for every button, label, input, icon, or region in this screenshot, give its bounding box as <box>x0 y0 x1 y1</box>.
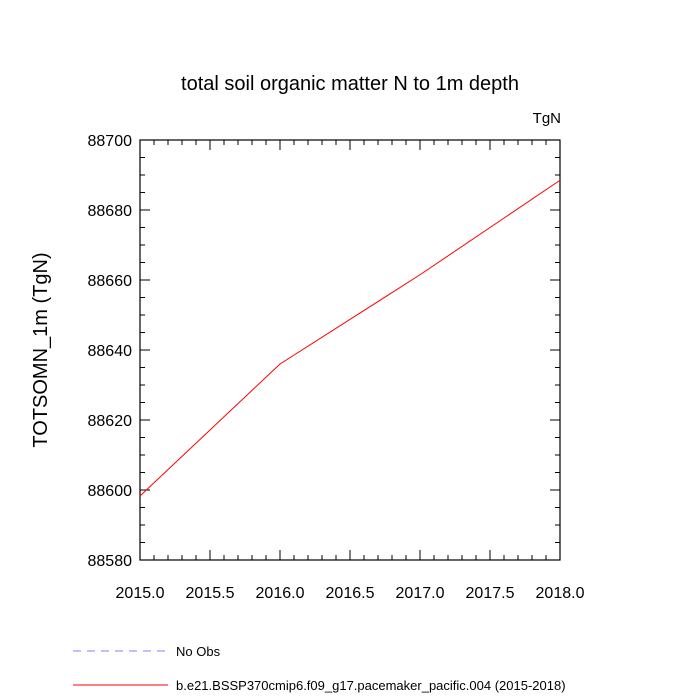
legend-label-1: b.e21.BSSP370cmip6.f09_g17.pacemaker_pac… <box>176 678 566 693</box>
series-line-1 <box>139 179 561 497</box>
x-tick-label: 2017.0 <box>396 585 445 602</box>
x-tick-label: 2016.0 <box>256 585 305 602</box>
legend: No Obs b.e21.BSSP370cmip6.f09_g17.pacemak… <box>73 644 566 693</box>
y-tick-label: 88600 <box>88 483 133 500</box>
x-tick-label: 2017.5 <box>466 585 515 602</box>
y-tick-label: 88660 <box>88 273 133 290</box>
chart-title: total soil organic matter N to 1m depth <box>181 73 519 95</box>
legend-label-0: No Obs <box>176 644 221 659</box>
y-axis-label: TOTSOMN_1m (TgN) <box>30 252 52 447</box>
y-tick-label: 88580 <box>88 553 133 570</box>
y-tick-label: 88620 <box>88 413 133 430</box>
x-tick-label: 2018.0 <box>536 585 585 602</box>
x-tick-label: 2015.5 <box>186 585 235 602</box>
y-tick-label: 88640 <box>88 343 133 360</box>
x-tick-label: 2016.5 <box>326 585 375 602</box>
y-tick-label: 88680 <box>88 203 133 220</box>
units-label: TgN <box>533 110 561 127</box>
y-tick-label: 88700 <box>88 133 133 150</box>
plot-frame <box>139 139 561 561</box>
plot-area: 2015.0 2015.5 2016.0 2016.5 2017.0 2017.5 2018… <box>88 133 585 602</box>
x-tick-label: 2015.0 <box>116 585 165 602</box>
